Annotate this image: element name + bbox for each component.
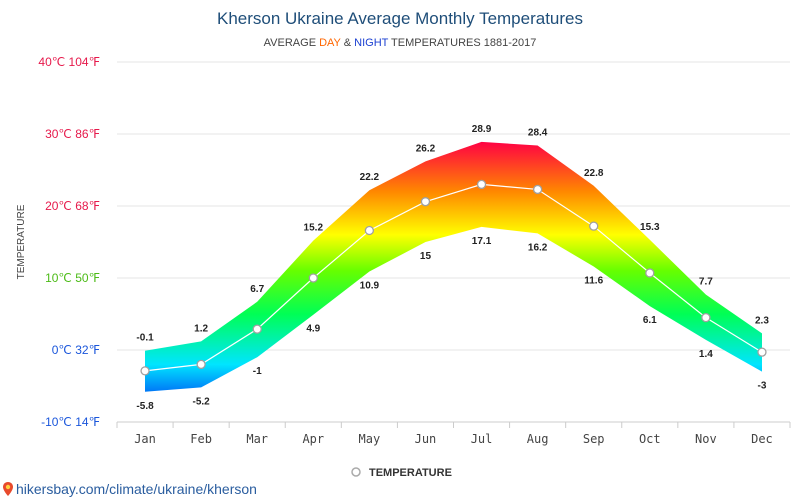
subtitle-night: NIGHT <box>354 37 389 49</box>
temperature-band <box>145 141 762 392</box>
night-value-label: 15 <box>420 251 432 262</box>
x-tick-label: Feb <box>190 432 212 446</box>
day-night-band <box>145 141 762 392</box>
average-point <box>420 197 431 207</box>
day-value-label: 15.3 <box>640 222 660 233</box>
day-value-label: 28.9 <box>472 124 492 135</box>
y-tick-label: 10℃ 50℉ <box>45 271 100 285</box>
average-point <box>645 268 655 278</box>
data-labels: -0.1 1.2 6.7 15.2 22.2 26.2 28.9 28.4 22.8 15.3 7.… <box>136 124 769 412</box>
y-tick-label: 20℃ 68℉ <box>45 199 100 213</box>
map-pin-icon <box>3 482 13 496</box>
day-value-label: 7.7 <box>699 277 713 288</box>
night-value-label: 11.6 <box>584 275 603 286</box>
night-value-label: 10.9 <box>360 281 380 292</box>
x-tick-label: Aug <box>527 432 549 446</box>
day-value-label: 22.8 <box>584 168 604 179</box>
average-point <box>196 359 206 370</box>
average-point <box>701 312 711 323</box>
day-value-label: 15.2 <box>304 223 324 234</box>
x-tick-label: Mar <box>246 432 268 446</box>
x-tick-label: Jun <box>415 432 437 446</box>
x-tick-label: Nov <box>695 432 717 446</box>
day-value-label: 6.7 <box>250 284 264 295</box>
day-value-label: 28.4 <box>528 128 548 139</box>
legend-label: TEMPERATURE <box>369 467 452 479</box>
y-tick-label: -10℃ 14℉ <box>41 415 100 429</box>
night-value-label: -5.2 <box>193 396 211 407</box>
y-tick-label: 0℃ 32℉ <box>52 343 100 357</box>
subtitle-amp: & <box>341 37 354 49</box>
day-value-label: 22.2 <box>360 172 380 183</box>
x-tick-label: Apr <box>302 432 324 446</box>
footer-link[interactable]: hikersbay.com/climate/ukraine/kherson <box>3 481 257 497</box>
night-value-label: 4.9 <box>306 324 320 335</box>
subtitle-suffix: TEMPERATURES 1881-2017 <box>388 37 536 49</box>
y-tick-label: 30℃ 86℉ <box>45 127 100 141</box>
average-point <box>589 221 599 231</box>
y-axis-label: TEMPERATURE <box>16 204 27 279</box>
day-value-label: 1.2 <box>194 323 208 334</box>
footer-text: hikersbay.com/climate/ukraine/kherson <box>16 481 257 497</box>
average-point <box>757 347 767 357</box>
legend-marker-icon <box>351 467 361 477</box>
day-value-label: 2.3 <box>755 315 769 326</box>
average-line <box>140 179 767 376</box>
night-value-label: 17.1 <box>472 236 492 247</box>
x-tick-labels: Jan Feb Mar Apr May Jun Jul Aug Sep Oct Nov Dec <box>134 432 773 446</box>
x-tick-label: Jan <box>134 432 156 446</box>
average-point <box>364 225 375 236</box>
subtitle-day: DAY <box>319 37 341 49</box>
chart-title: Kherson Ukraine Average Monthly Temperat… <box>217 9 583 28</box>
x-tick-label: Sep <box>583 432 605 446</box>
x-tick-label: Jul <box>471 432 493 446</box>
night-value-label: 1.4 <box>699 349 713 360</box>
legend[interactable]: TEMPERATURE <box>351 467 452 479</box>
y-tick-label: 40℃ 104℉ <box>38 55 100 69</box>
night-value-label: 16.2 <box>528 242 548 253</box>
x-tick-label: Oct <box>639 432 661 446</box>
day-value-label: 26.2 <box>416 143 436 154</box>
night-value-label: -3 <box>758 381 767 392</box>
chart-subtitle: AVERAGE DAY & NIGHT TEMPERATURES 1881-20… <box>264 37 537 49</box>
x-tick-label: Dec <box>751 432 773 446</box>
day-value-label: -0.1 <box>136 333 154 344</box>
night-value-label: 6.1 <box>643 315 657 326</box>
night-value-label: -5.8 <box>136 401 154 412</box>
average-point <box>308 273 318 283</box>
y-tick-labels: 40℃ 104℉ 30℃ 86℉ 20℃ 68℉ 10℃ 50℉ 0℃ 32℉ -10℃ … <box>38 55 100 429</box>
average-point <box>476 179 487 190</box>
subtitle-prefix: AVERAGE <box>264 37 319 49</box>
night-value-label: -1 <box>253 366 262 377</box>
average-point <box>532 184 543 195</box>
average-point <box>140 366 150 376</box>
average-point <box>252 324 262 334</box>
average-series-line <box>144 183 763 372</box>
x-tick-label: May <box>359 432 381 446</box>
